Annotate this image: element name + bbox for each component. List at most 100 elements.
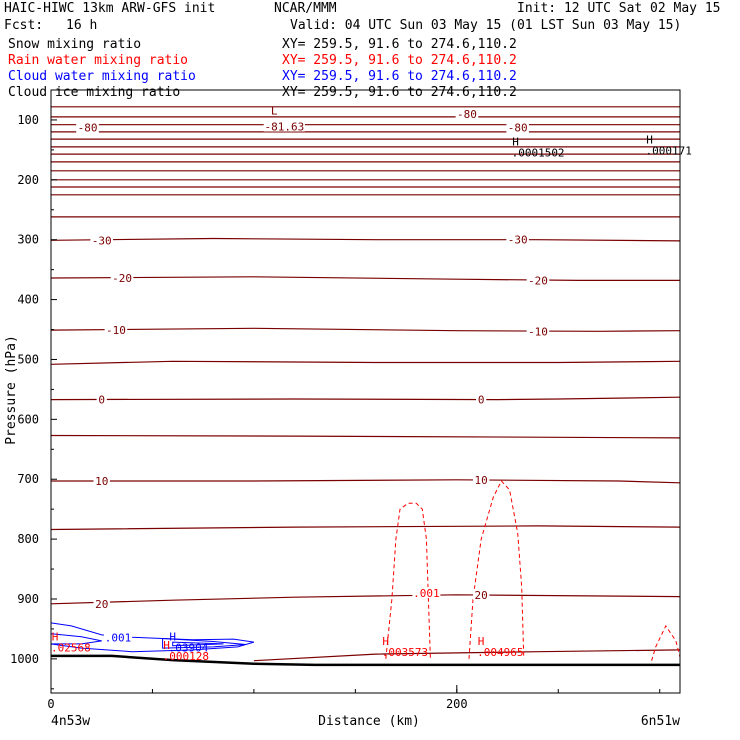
header-center: NCAR/MMM — [274, 1, 337, 16]
legend-coordinates: XY= 259.5, 91.6 to 274.6,110.2 — [282, 85, 517, 100]
extreme-marker: H — [163, 639, 170, 652]
isotherm-line — [50, 594, 681, 605]
header-valid: Valid: 04 UTC Sun 03 May 15 (01 LST Sun … — [290, 18, 682, 33]
isotherm-label-bg — [526, 274, 550, 286]
isotherm-label: -80 — [78, 122, 98, 135]
extreme-value: .000128 — [163, 650, 209, 663]
isotherm-label: 20 — [475, 589, 488, 602]
extreme-marker: H — [512, 135, 519, 148]
isotherm-line — [50, 525, 681, 531]
y-axis-title: Pressure (hPa) — [4, 335, 19, 445]
isotherm-label-bg — [93, 475, 110, 487]
isotherm-label: -80 — [457, 108, 477, 121]
cloud-water-label-bg — [103, 631, 132, 643]
isotherm-label-bg — [93, 597, 110, 609]
isotherm-label-bg — [526, 325, 550, 337]
y-tick-label: 1000 — [10, 652, 39, 666]
cloud-water-contour — [50, 622, 255, 653]
isotherm-label-bg — [472, 473, 490, 485]
isotherm-label: -80 — [508, 122, 528, 135]
y-tick-label: 600 — [17, 412, 39, 426]
extreme-value: .000171 — [646, 145, 692, 158]
isotherm-label: 0 — [98, 394, 105, 407]
isotherm-label-bg — [506, 233, 529, 245]
isotherm-label: -20 — [528, 274, 548, 287]
isotherm-line — [253, 649, 681, 662]
isotherm-label: 0 — [478, 394, 485, 407]
isotherm-label-bg — [96, 393, 107, 405]
x-tick-label: 0 — [47, 697, 54, 711]
x-tick-label: 200 — [446, 697, 468, 711]
isotherm-label: 10 — [95, 475, 108, 488]
x-axis-title: Distance (km) — [318, 714, 420, 729]
cloud-water-contour — [162, 637, 246, 649]
extreme-marker: L — [271, 104, 278, 117]
isotherm-label: -30 — [508, 234, 528, 247]
extreme-marker: H — [52, 631, 59, 644]
y-tick-label: 100 — [17, 113, 39, 127]
isotherm-label: -81.63 — [264, 121, 304, 134]
header-fcst-label: Fcst: — [4, 18, 44, 33]
legend-label: Snow mixing ratio — [8, 37, 141, 52]
extreme-marker: H — [478, 635, 485, 648]
legend-coordinates: XY= 259.5, 91.6 to 274.6,110.2 — [282, 53, 517, 68]
isotherm-label-bg — [110, 272, 134, 284]
right-endpoint-label: 6n51w — [641, 714, 680, 729]
cloud-water-contour-label: .001 — [105, 631, 132, 644]
extreme-value: .004965 — [477, 646, 523, 659]
extreme-value: .003573 — [382, 646, 428, 659]
isotherm-label: -10 — [106, 324, 126, 337]
y-tick-label: 400 — [17, 293, 39, 307]
isotherm-line — [50, 327, 681, 332]
isotherm-label: -30 — [92, 234, 112, 247]
extreme-marker: H — [646, 134, 653, 147]
isotherm-label-bg — [472, 588, 490, 600]
rain-contour — [651, 624, 681, 661]
legend-coordinates: XY= 259.5, 91.6 to 274.6,110.2 — [282, 37, 517, 52]
rain-contour — [468, 480, 525, 659]
cloud-water-contour — [172, 641, 224, 647]
isotherm-line — [50, 237, 681, 242]
isotherm-label-bg — [455, 107, 479, 119]
y-tick-label: 800 — [17, 532, 39, 546]
legend-coordinates: XY= 259.5, 91.6 to 274.6,110.2 — [282, 69, 517, 84]
isotherm-line — [50, 276, 680, 281]
extreme-marker: H — [382, 635, 389, 648]
plot-frame — [50, 89, 681, 694]
terrain-line — [51, 654, 680, 667]
isotherm-label-bg — [76, 121, 99, 133]
rain-contour-label: .001 — [413, 587, 440, 600]
isotherm-line — [51, 479, 681, 484]
y-tick-label: 500 — [17, 352, 39, 366]
y-tick-label: 200 — [17, 173, 39, 187]
extreme-value: .02568 — [51, 642, 91, 655]
isotherm-label: -20 — [112, 272, 132, 285]
extreme-value: .03904 — [169, 642, 209, 655]
extreme-value: .0001502 — [512, 146, 565, 159]
header-model: HAIC-HIWC 13km ARW-GFS init — [4, 1, 216, 16]
header-init: Init: 12 UTC Sat 02 May 15 — [517, 1, 721, 16]
isotherm-label-bg — [104, 324, 128, 336]
extreme-marker: H — [169, 631, 176, 644]
isotherm-label: 10 — [475, 474, 488, 487]
legend-label: Cloud water mixing ratio — [8, 69, 196, 84]
chart-header: HAIC-HIWC 13km ARW-GFS init NCAR/MMM Ini… — [0, 0, 740, 100]
left-endpoint-label: 4n53w — [51, 714, 90, 729]
header-fcst-value: 16 h — [66, 18, 98, 33]
isotherm-label-bg — [506, 121, 529, 133]
rain-contour — [385, 502, 431, 659]
y-tick-label: 700 — [17, 472, 39, 486]
legend-label: Rain water mixing ratio — [8, 53, 188, 68]
isotherm-label-bg — [263, 120, 305, 132]
isotherm-line — [50, 360, 681, 365]
legend-label: Cloud ice mixing ratio — [8, 85, 180, 100]
isotherm-label: 20 — [95, 598, 108, 611]
y-tick-label: 300 — [17, 233, 39, 247]
y-tick-label: 900 — [17, 592, 39, 606]
isotherm-label-bg — [476, 393, 487, 405]
isotherm-label-bg — [90, 234, 114, 246]
isotherm-line — [50, 434, 681, 439]
isotherm-label: -10 — [528, 325, 548, 338]
